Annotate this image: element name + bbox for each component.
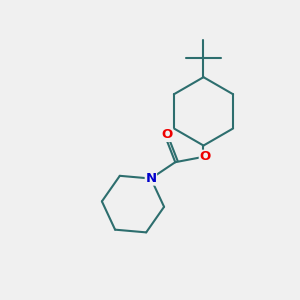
Text: O: O	[161, 128, 172, 141]
Text: O: O	[200, 150, 211, 163]
Text: N: N	[145, 172, 157, 185]
